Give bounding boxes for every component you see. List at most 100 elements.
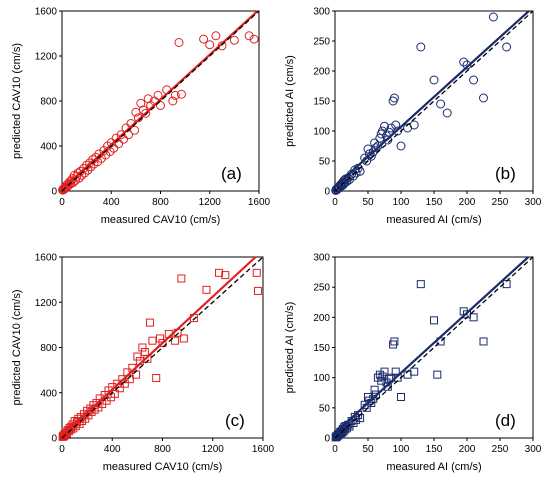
data-point bbox=[370, 138, 380, 148]
x-tick-label: 300 bbox=[525, 444, 542, 455]
data-point bbox=[143, 94, 153, 104]
x-tick-label: 0 bbox=[59, 197, 65, 208]
data-point bbox=[171, 336, 180, 345]
data-point bbox=[364, 149, 374, 159]
y-tick-label: 50 bbox=[319, 157, 331, 168]
y-tick-label: 250 bbox=[313, 283, 330, 294]
data-point bbox=[113, 379, 122, 388]
y-tick-label: 0 bbox=[324, 187, 330, 198]
y-tick-label: 50 bbox=[319, 403, 331, 414]
data-point bbox=[116, 130, 126, 140]
data-point bbox=[410, 367, 419, 376]
data-point bbox=[176, 89, 186, 99]
panel-label: (d) bbox=[495, 411, 516, 430]
data-point bbox=[469, 313, 478, 322]
data-point bbox=[156, 101, 165, 110]
regression-line bbox=[334, 10, 530, 188]
panel-label: (b) bbox=[495, 164, 516, 183]
y-tick-label: 150 bbox=[313, 97, 330, 108]
x-tick-label: 150 bbox=[426, 197, 443, 208]
data-point bbox=[130, 125, 140, 135]
y-tick-label: 250 bbox=[313, 37, 330, 48]
data-point bbox=[433, 370, 442, 379]
x-axis-label: measured AI (cm/s) bbox=[386, 214, 481, 226]
data-point bbox=[370, 385, 379, 394]
data-point bbox=[430, 316, 438, 325]
data-point bbox=[120, 379, 129, 388]
data-point bbox=[174, 38, 184, 47]
one-to-one-line bbox=[334, 10, 534, 192]
data-point bbox=[371, 143, 381, 153]
data-point bbox=[170, 90, 180, 100]
data-point bbox=[479, 93, 488, 103]
y-tick-label: 800 bbox=[40, 343, 57, 354]
data-point bbox=[380, 121, 389, 131]
data-point bbox=[348, 171, 358, 181]
data-point bbox=[252, 268, 261, 277]
x-tick-label: 800 bbox=[152, 197, 169, 208]
panel-d: 0 50 100 150 200 250 300 0 50 100 150 200 250 300 meas… bbox=[284, 253, 542, 474]
y-tick-label: 1200 bbox=[35, 52, 58, 63]
data-point bbox=[462, 60, 472, 70]
x-tick-label: 200 bbox=[459, 444, 476, 455]
data-point bbox=[168, 96, 178, 106]
x-tick-label: 800 bbox=[154, 444, 171, 455]
x-tick-label: 1200 bbox=[199, 197, 222, 208]
x-tick-label: 1600 bbox=[248, 197, 271, 208]
data-point bbox=[148, 336, 157, 345]
data-point bbox=[459, 57, 469, 67]
data-point bbox=[488, 12, 498, 22]
data-point bbox=[118, 375, 127, 384]
y-tick-label: 300 bbox=[313, 253, 330, 264]
data-point bbox=[351, 168, 361, 178]
data-point bbox=[145, 318, 154, 327]
x-tick-label: 0 bbox=[59, 444, 65, 455]
y-tick-label: 1600 bbox=[35, 7, 58, 18]
data-point bbox=[153, 90, 163, 100]
y-tick-label: 200 bbox=[313, 67, 330, 78]
x-tick-label: 250 bbox=[492, 197, 509, 208]
data-point bbox=[158, 338, 167, 347]
regression-line bbox=[61, 256, 257, 437]
data-point bbox=[397, 392, 405, 401]
panel-label: (a) bbox=[221, 164, 242, 183]
data-point bbox=[339, 179, 349, 189]
data-point bbox=[179, 334, 188, 343]
y-tick-label: 0 bbox=[51, 187, 57, 198]
x-tick-label: 200 bbox=[459, 197, 476, 208]
x-tick-label: 0 bbox=[332, 197, 338, 208]
y-tick-label: 0 bbox=[324, 434, 330, 445]
one-to-one-line bbox=[334, 256, 534, 439]
panel-b: 0 50 100 150 200 250 300 0 50 100 150 200 250 300 meas… bbox=[284, 7, 542, 227]
data-point bbox=[115, 384, 124, 393]
x-tick-label: 150 bbox=[426, 444, 443, 455]
data-point bbox=[64, 177, 74, 187]
x-tick-label: 1200 bbox=[202, 444, 225, 455]
data-point bbox=[396, 141, 406, 151]
data-point bbox=[371, 390, 380, 399]
data-point bbox=[75, 166, 85, 176]
panel-c: 0 400 800 1200 1600 0 400 800 1200 1600 measured C… bbox=[11, 253, 275, 474]
data-point bbox=[469, 75, 479, 85]
data-point bbox=[211, 31, 221, 41]
y-tick-label: 1200 bbox=[35, 298, 58, 309]
data-point bbox=[249, 34, 259, 44]
y-tick-label: 200 bbox=[313, 313, 330, 324]
data-point bbox=[205, 40, 215, 50]
data-point bbox=[66, 176, 76, 186]
data-point bbox=[416, 42, 426, 52]
data-point bbox=[429, 75, 439, 85]
data-point bbox=[229, 35, 239, 45]
data-point bbox=[377, 376, 386, 385]
regression-line bbox=[334, 256, 530, 434]
one-to-one-line bbox=[61, 10, 260, 192]
data-point bbox=[138, 343, 147, 352]
data-point bbox=[391, 120, 401, 130]
x-tick-label: 300 bbox=[525, 197, 542, 208]
data-point bbox=[390, 337, 399, 346]
data-point bbox=[409, 120, 419, 130]
data-point bbox=[479, 337, 488, 346]
y-axis-label: predicted CAV10 (cm/s) bbox=[11, 290, 23, 406]
data-point bbox=[133, 352, 142, 361]
